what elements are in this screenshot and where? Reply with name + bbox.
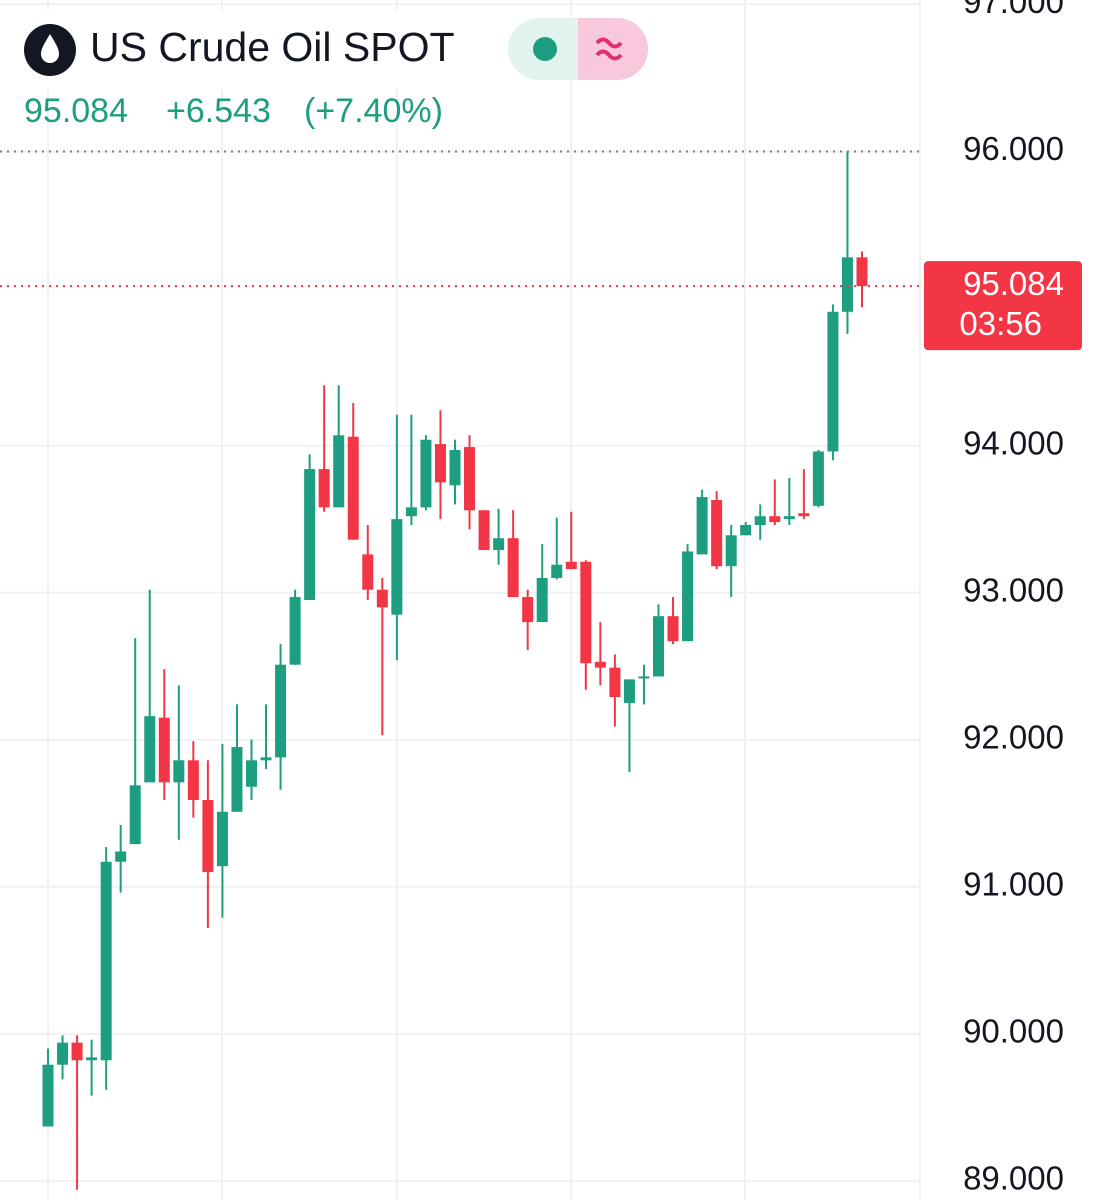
- candle-body: [304, 469, 316, 600]
- candle-body: [434, 444, 446, 483]
- candle-body: [464, 447, 476, 511]
- candle-body: [769, 516, 781, 523]
- candle-body: [653, 616, 664, 677]
- y-tick-label: 94.000: [963, 424, 1064, 461]
- candle-body: [246, 760, 257, 787]
- price-label-box: [924, 261, 1082, 351]
- candle-body: [594, 661, 606, 668]
- candle-body: [391, 519, 403, 615]
- last-price: 95.084: [24, 92, 128, 130]
- countdown-label: 03:56: [959, 305, 1042, 342]
- candle-body: [86, 1057, 98, 1061]
- candle-body: [493, 538, 505, 550]
- status-pill-right: [578, 18, 648, 80]
- y-tick-label: 90.000: [963, 1013, 1064, 1050]
- candle-body: [405, 507, 417, 517]
- candle-body: [158, 717, 170, 783]
- candle-body: [580, 561, 592, 664]
- candle-body: [754, 516, 766, 525]
- candle-body: [551, 564, 563, 578]
- candle-body: [187, 760, 199, 800]
- price-label: 95.084: [963, 265, 1064, 302]
- candle-body: [376, 589, 388, 608]
- candle-body: [740, 525, 752, 536]
- candle-body: [231, 747, 243, 812]
- candle-body: [115, 851, 127, 862]
- candle-body: [798, 513, 810, 517]
- candle-body: [783, 516, 795, 520]
- drop-icon: [41, 34, 59, 63]
- candle-body: [638, 676, 650, 679]
- candle-body: [42, 1064, 54, 1127]
- market-open-dot: [533, 37, 557, 61]
- y-tick-label: 97.000: [963, 0, 1064, 20]
- candle-body: [565, 561, 577, 570]
- candle-body: [202, 800, 214, 873]
- header: US Crude Oil SPOT 95.084 +6.543 (+7.40%): [0, 10, 648, 130]
- header-bg: [0, 10, 500, 90]
- y-tick-label: 91.000: [963, 865, 1064, 902]
- candle-body: [216, 811, 228, 867]
- candle-body: [667, 616, 679, 642]
- candle-body: [841, 257, 853, 312]
- y-tick-label: 92.000: [963, 718, 1064, 755]
- candle-body: [129, 785, 141, 845]
- candle-body: [812, 451, 824, 506]
- candle-body: [333, 435, 345, 508]
- candle-body: [144, 716, 156, 783]
- candle-body: [711, 500, 723, 567]
- change: +6.543: [166, 92, 271, 130]
- candle-body: [260, 757, 272, 761]
- candle-body: [623, 679, 635, 703]
- candle-body: [100, 861, 112, 1061]
- chart-title: US Crude Oil SPOT: [90, 24, 455, 70]
- candle-body: [57, 1042, 69, 1065]
- candle-body: [71, 1042, 83, 1061]
- candle-body: [696, 497, 708, 555]
- candle-body: [478, 510, 490, 550]
- candle-body: [536, 577, 548, 623]
- candle-body: [682, 551, 694, 642]
- candle-body: [507, 538, 519, 598]
- candle-body: [609, 667, 621, 698]
- candle-body: [522, 597, 534, 623]
- candle-body: [856, 257, 868, 287]
- candle-body: [449, 450, 461, 486]
- candle-body: [275, 664, 287, 758]
- candle-body: [827, 311, 839, 452]
- y-tick-label: 93.000: [963, 571, 1064, 608]
- change-pct: (+7.40%): [304, 92, 443, 130]
- candle-body: [173, 760, 185, 783]
- candle-body: [347, 436, 359, 540]
- candle-body: [362, 554, 374, 590]
- candle-body: [318, 469, 330, 508]
- candle-body: [289, 597, 301, 665]
- y-tick-label: 96.000: [963, 130, 1064, 167]
- vertical-grid: [47, 0, 921, 1200]
- candle-body: [725, 535, 737, 567]
- candle-body: [420, 439, 432, 508]
- y-tick-label: 89.000: [963, 1160, 1064, 1197]
- approx-icon: [595, 37, 623, 61]
